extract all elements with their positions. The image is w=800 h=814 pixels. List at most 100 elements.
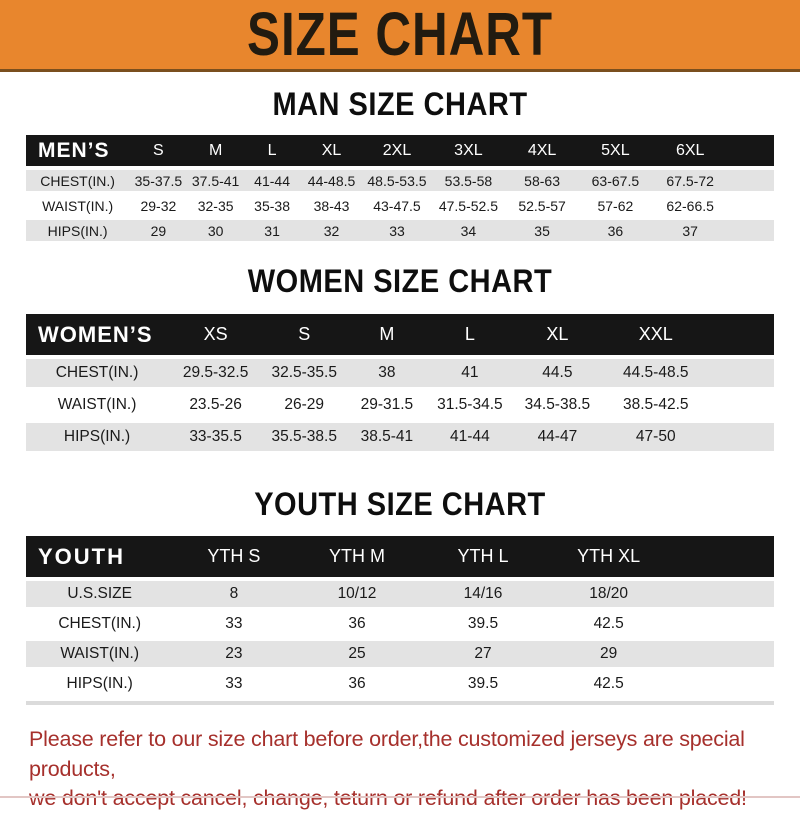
cell-value: 42.5 (546, 611, 671, 637)
column-header: 3XL (431, 135, 506, 166)
cell-value: 29-32 (129, 195, 188, 216)
row-label: CHEST(IN.) (26, 359, 169, 387)
spacer-cell (708, 391, 774, 419)
cell-value: 32.5-35.5 (263, 359, 346, 387)
cell-value: 35.5-38.5 (263, 423, 346, 451)
cell-value: 25 (294, 641, 420, 667)
cell-value: 30 (187, 220, 244, 241)
column-header: M (345, 314, 429, 355)
men-size-table: MEN’S S M L XL 2XL 3XL 4XL 5XL 6XL CHEST(IN.) 35-37… (26, 131, 774, 245)
column-header: XL (300, 135, 363, 166)
youth-size-table-wrap: YOUTH YTH S YTH M YTH L YTH XL U.S.SIZE 8 10/12… (0, 532, 800, 705)
table-row: CHEST(IN.) 33 36 39.5 42.5 (26, 611, 774, 637)
cell-value: 38-43 (300, 195, 363, 216)
column-header: 5XL (578, 135, 653, 166)
row-label: WAIST(IN.) (26, 641, 174, 667)
spacer-cell (728, 135, 774, 166)
cell-value: 29 (546, 641, 671, 667)
spacer-cell (708, 314, 774, 355)
cell-value: 48.5-53.5 (362, 170, 432, 191)
table-header-row: MEN’S S M L XL 2XL 3XL 4XL 5XL 6XL (26, 135, 774, 166)
column-header: S (129, 135, 188, 166)
cell-value: 37.5-41 (187, 170, 244, 191)
cell-value: 26-29 (263, 391, 346, 419)
table-title-cell: MEN’S (26, 135, 130, 166)
table-title-cell: WOMEN’S (26, 314, 169, 355)
disclaimer-line-1: Please refer to our size chart before or… (29, 727, 745, 781)
row-label: CHEST(IN.) (26, 611, 174, 637)
cell-value: 57-62 (578, 195, 653, 216)
cell-value: 42.5 (546, 671, 671, 697)
table-header-row: WOMEN’S XS S M L XL XXL (26, 314, 774, 355)
cell-value: 36 (294, 611, 420, 637)
column-header: XL (511, 314, 604, 355)
cell-value: 34.5-38.5 (511, 391, 604, 419)
disclaimer-line-2: we don't accept cancel, change, teturn o… (29, 786, 747, 811)
cell-value: 35-37.5 (129, 170, 188, 191)
spacer-cell (728, 195, 774, 216)
cell-value: 63-67.5 (578, 170, 653, 191)
cell-value: 33 (173, 671, 295, 697)
spacer-cell (728, 220, 774, 241)
size-chart-banner: SIZE CHART (0, 0, 800, 72)
men-size-table-wrap: MEN’S S M L XL 2XL 3XL 4XL 5XL 6XL CHEST(IN.) 35-37… (0, 131, 800, 245)
cell-value: 41 (428, 359, 512, 387)
cell-value: 67.5-72 (652, 170, 729, 191)
spacer-cell (708, 423, 774, 451)
cell-value: 43-47.5 (362, 195, 432, 216)
cell-value: 44-48.5 (300, 170, 363, 191)
youth-size-table: YOUTH YTH S YTH M YTH L YTH XL U.S.SIZE 8 10/12… (26, 532, 774, 701)
cell-value: 38.5-41 (345, 423, 429, 451)
table-row: HIPS(IN.) 29 30 31 32 33 34 35 36 37 (26, 220, 774, 241)
column-header: L (428, 314, 512, 355)
banner-title: SIZE CHART (247, 0, 553, 69)
spacer-cell (670, 536, 774, 577)
column-header: YTH S (173, 536, 295, 577)
cell-value: 32 (300, 220, 363, 241)
row-label: HIPS(IN.) (26, 671, 174, 697)
cell-value: 23 (173, 641, 295, 667)
cell-value: 31.5-34.5 (428, 391, 512, 419)
row-label: WAIST(IN.) (26, 391, 169, 419)
cell-value: 44.5 (511, 359, 604, 387)
cell-value: 44.5-48.5 (603, 359, 709, 387)
cell-value: 29.5-32.5 (168, 359, 264, 387)
cell-value: 36 (578, 220, 653, 241)
cell-value: 47.5-52.5 (431, 195, 506, 216)
cell-value: 35 (505, 220, 579, 241)
cell-value: 29-31.5 (345, 391, 429, 419)
women-size-table: WOMEN’S XS S M L XL XXL CHEST(IN.) 29.5-32.5 32.5… (26, 310, 774, 455)
women-size-table-wrap: WOMEN’S XS S M L XL XXL CHEST(IN.) 29.5-32.5 32.5… (0, 310, 800, 455)
table-row: WAIST(IN.) 23 25 27 29 (26, 641, 774, 667)
spacer-cell (670, 581, 774, 607)
cell-value: 14/16 (419, 581, 547, 607)
column-header: YTH XL (546, 536, 671, 577)
column-header: 4XL (505, 135, 579, 166)
table-row: WAIST(IN.) 23.5-26 26-29 29-31.5 31.5-34.5 34… (26, 391, 774, 419)
cell-value: 52.5-57 (505, 195, 579, 216)
table-row: WAIST(IN.) 29-32 32-35 35-38 38-43 43-47.5 47.… (26, 195, 774, 216)
table-title-cell: YOUTH (26, 536, 174, 577)
column-header: M (187, 135, 244, 166)
table-row: CHEST(IN.) 35-37.5 37.5-41 41-44 44-48.5 48.5… (26, 170, 774, 191)
cell-value: 38 (345, 359, 429, 387)
spacer-cell (708, 359, 774, 387)
row-label: CHEST(IN.) (26, 170, 130, 191)
cell-value: 39.5 (419, 671, 547, 697)
cell-value: 33 (173, 611, 295, 637)
column-header: XXL (603, 314, 709, 355)
cell-value: 53.5-58 (431, 170, 506, 191)
cell-value: 33 (362, 220, 432, 241)
cell-value: 38.5-42.5 (603, 391, 709, 419)
table-row: HIPS(IN.) 33 36 39.5 42.5 (26, 671, 774, 697)
spacer-cell (728, 170, 774, 191)
cell-value: 18/20 (546, 581, 671, 607)
table-header-row: YOUTH YTH S YTH M YTH L YTH XL (26, 536, 774, 577)
section-heading-men: MAN SIZE CHART (272, 87, 528, 123)
spacer-cell (670, 641, 774, 667)
column-header: L (243, 135, 301, 166)
row-label: U.S.SIZE (26, 581, 174, 607)
cell-value: 58-63 (505, 170, 579, 191)
cell-value: 29 (129, 220, 188, 241)
cell-value: 36 (294, 671, 420, 697)
